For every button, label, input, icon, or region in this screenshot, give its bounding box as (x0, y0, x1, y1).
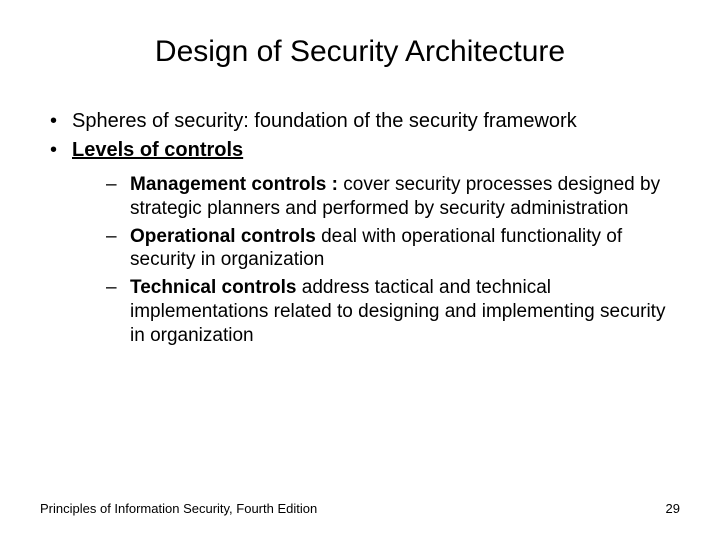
bullet-list-level2: Management controls : cover security pro… (72, 173, 680, 347)
slide: Design of Security Architecture Spheres … (0, 0, 720, 540)
subbullet-technical: Technical controls address tactical and … (72, 276, 680, 347)
bullet-text: Levels of controls (72, 139, 243, 161)
bullet-list-level1: Spheres of security: foundation of the s… (40, 109, 680, 347)
footer-source: Principles of Information Security, Four… (40, 501, 317, 516)
subbullet-management: Management controls : cover security pro… (72, 173, 680, 221)
slide-title: Design of Security Architecture (40, 35, 680, 69)
subbullet-bold: Technical controls (130, 277, 302, 298)
bullet-text: Spheres of security: foundation of the s… (72, 110, 577, 132)
slide-content: Spheres of security: foundation of the s… (40, 109, 680, 347)
page-number: 29 (666, 501, 680, 516)
bullet-spheres: Spheres of security: foundation of the s… (40, 109, 680, 134)
subbullet-bold: Operational controls (130, 226, 321, 247)
slide-footer: Principles of Information Security, Four… (40, 501, 680, 516)
bullet-levels: Levels of controls Management controls :… (40, 138, 680, 347)
subbullet-operational: Operational controls deal with operation… (72, 225, 680, 273)
subbullet-bold: Management controls : (130, 174, 343, 195)
